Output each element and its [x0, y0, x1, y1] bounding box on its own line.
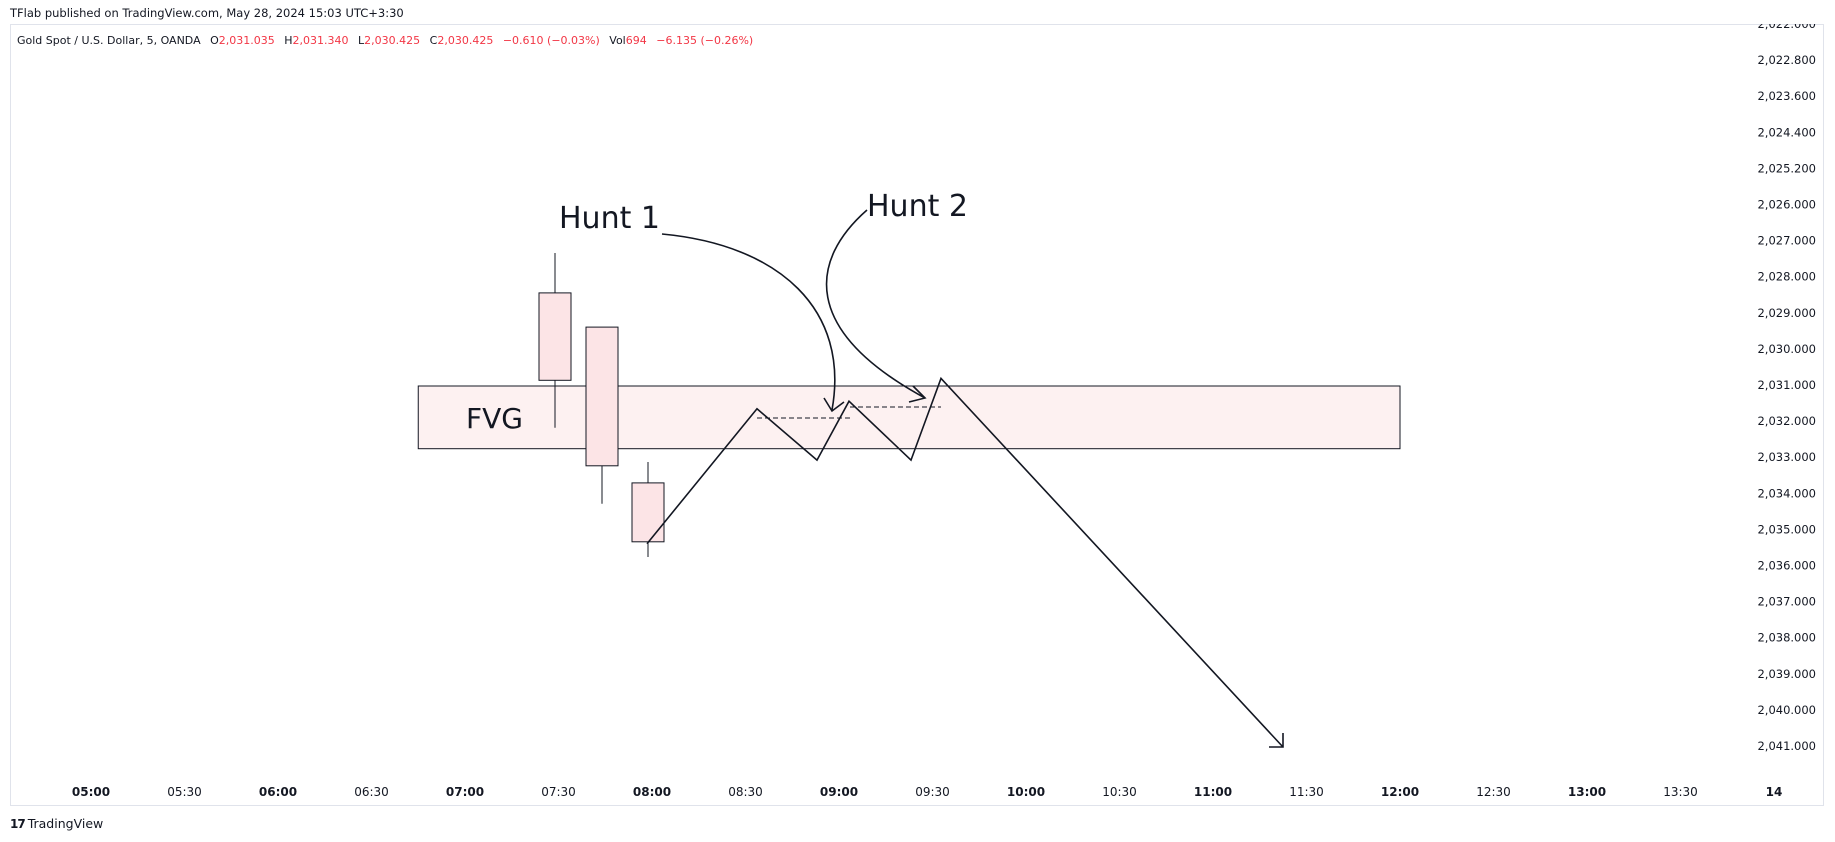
x-tick-label: 06:30	[354, 785, 389, 799]
x-tick-label: 11:00	[1194, 785, 1232, 799]
volume-label: Vol	[609, 34, 626, 47]
x-tick-label: 06:00	[259, 785, 297, 799]
close-label: C	[429, 34, 438, 47]
hunt1-label: Hunt 1	[559, 201, 660, 236]
candle-body	[538, 292, 572, 381]
brand-name: TradingView	[27, 816, 104, 831]
y-tick-label: 2,029.000	[1757, 306, 1816, 320]
x-tick-label: 08:00	[633, 785, 671, 799]
high-label: H	[284, 34, 293, 47]
y-tick-label: 2,023.600	[1757, 89, 1816, 103]
y-tick-label: 2,030.000	[1757, 342, 1816, 356]
x-tick-label: 10:30	[1102, 785, 1137, 799]
published-header: TFlab published on TradingView.com, May …	[10, 6, 404, 20]
y-tick-label: 2,039.000	[1757, 667, 1816, 681]
x-tick-label: 08:30	[728, 785, 763, 799]
y-tick-label: 2,032.000	[1757, 414, 1816, 428]
y-tick-label: 2,027.000	[1757, 234, 1816, 248]
open-value: 2,031.035	[218, 34, 275, 47]
hunt2-arrowhead	[908, 385, 927, 403]
x-tick-label: 07:30	[541, 785, 576, 799]
y-tick-label: 2,028.000	[1757, 270, 1816, 284]
candle-body	[585, 326, 619, 467]
footer-brand[interactable]: 17 TradingView	[10, 816, 103, 831]
y-tick-label: 2,031.000	[1757, 378, 1816, 392]
x-tick-label: 13:00	[1568, 785, 1606, 799]
y-tick-label: 2,033.000	[1757, 450, 1816, 464]
x-tick-label: 05:00	[72, 785, 110, 799]
x-tick-label: 14	[1766, 785, 1783, 799]
path-arrowhead	[1269, 733, 1284, 748]
y-tick-label: 2,035.000	[1757, 522, 1816, 536]
y-tick-label: 2,040.000	[1757, 703, 1816, 717]
x-tick-label: 05:30	[167, 785, 202, 799]
y-tick-label: 2,041.000	[1757, 739, 1816, 753]
change-value: −0.610 (−0.03%)	[502, 34, 600, 47]
x-tick-label: 07:00	[446, 785, 484, 799]
y-tick-label: 2,024.400	[1757, 125, 1816, 139]
y-tick-label: 2,036.000	[1757, 559, 1816, 573]
y-tick-label: 2,038.000	[1757, 631, 1816, 645]
x-tick-label: 09:00	[820, 785, 858, 799]
x-tick-label: 12:30	[1476, 785, 1511, 799]
tradingview-logo-icon: 17	[10, 817, 26, 831]
x-tick-label: 11:30	[1289, 785, 1324, 799]
low-label: L	[358, 34, 365, 47]
symbol-name[interactable]: Gold Spot / U.S. Dollar, 5, OANDA	[17, 34, 201, 47]
hunt1-arrowhead	[823, 397, 845, 413]
x-tick-label: 10:00	[1007, 785, 1045, 799]
candle-body	[631, 482, 665, 543]
x-tick-label: 12:00	[1381, 785, 1419, 799]
chart-legend: Gold Spot / U.S. Dollar, 5, OANDA O2,031…	[17, 34, 753, 47]
volume-change: −6.135 (−0.26%)	[656, 34, 754, 47]
hunt2-label: Hunt 2	[867, 189, 968, 224]
y-tick-label: 2,022.800	[1757, 53, 1816, 67]
fvg-label: FVG	[466, 402, 523, 435]
y-tick-label: 2,034.000	[1757, 486, 1816, 500]
y-tick-label: 2,026.000	[1757, 198, 1816, 212]
y-tick-label: 2,037.000	[1757, 595, 1816, 609]
high-value: 2,031.340	[292, 34, 349, 47]
low-value: 2,030.425	[364, 34, 421, 47]
hunt2-arrow	[825, 209, 926, 399]
y-tick-label: 2,022.000	[1757, 17, 1816, 31]
projected-price-path	[646, 376, 1284, 748]
x-tick-label: 13:30	[1663, 785, 1698, 799]
fvg-zone	[417, 385, 1401, 450]
volume-value: 694	[625, 34, 647, 47]
hunt1-arrow	[661, 233, 836, 411]
y-tick-label: 2,025.200	[1757, 161, 1816, 175]
close-value: 2,030.425	[437, 34, 494, 47]
open-label: O	[210, 34, 219, 47]
x-tick-label: 09:30	[915, 785, 950, 799]
chart-frame	[10, 24, 1824, 806]
